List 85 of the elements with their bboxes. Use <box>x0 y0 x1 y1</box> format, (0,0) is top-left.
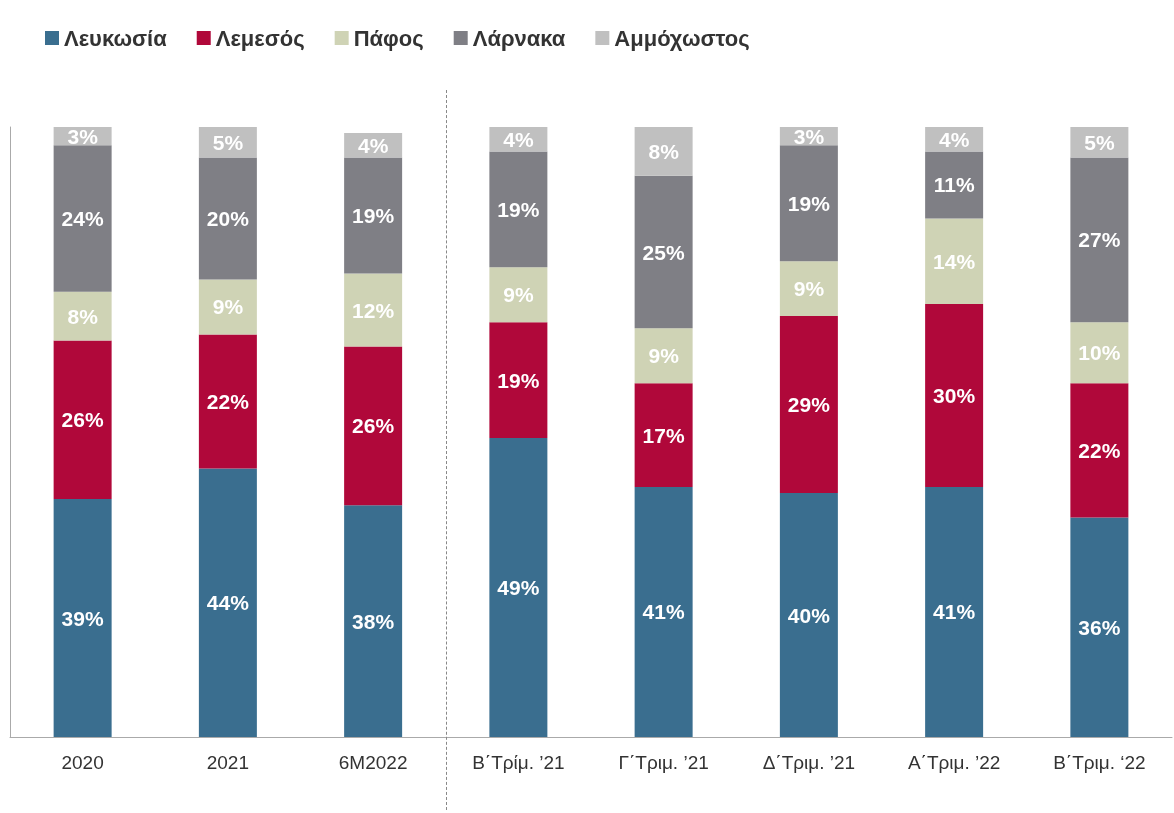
legend-label: Λεμεσός <box>215 25 305 51</box>
data-label: 3% <box>67 124 99 148</box>
bar <box>1070 383 1129 518</box>
legend-label: Λευκωσία <box>64 25 168 51</box>
data-label: 41% <box>933 600 976 624</box>
data-label: 20% <box>206 207 250 230</box>
data-label: 29% <box>787 393 831 417</box>
x-tick-label: 6M2022 <box>338 752 408 773</box>
bar <box>925 151 984 219</box>
data-label: 9% <box>648 344 680 368</box>
bar <box>1070 157 1129 323</box>
bar <box>53 291 112 341</box>
bar <box>634 383 693 487</box>
data-label: 8% <box>648 139 680 163</box>
bar <box>925 486 984 737</box>
bar <box>53 340 112 500</box>
bar <box>53 145 112 292</box>
bar <box>634 175 693 329</box>
data-label: 11% <box>933 173 975 197</box>
bar <box>634 486 693 737</box>
data-label: 25% <box>642 240 685 264</box>
bar <box>1070 322 1129 384</box>
legend-label: Αμμόχωστος <box>614 25 750 51</box>
bar <box>198 334 257 469</box>
bar <box>1070 517 1129 737</box>
x-tick-label: Β΄Τρίμ. ’21 <box>472 752 565 773</box>
data-label: 30% <box>933 383 976 407</box>
bar <box>344 505 403 737</box>
data-label: 5% <box>1084 130 1115 154</box>
bar <box>779 493 838 737</box>
bar <box>344 273 403 347</box>
x-tick-label: Α΄Τριμ. ’22 <box>907 752 1001 773</box>
data-label: 26% <box>352 414 395 438</box>
data-label: 4% <box>938 127 970 151</box>
data-label: 17% <box>642 423 685 447</box>
legend-label: Λάρνακα <box>472 25 566 51</box>
bar <box>779 261 838 317</box>
data-label: 41% <box>642 600 685 624</box>
data-label: 26% <box>61 408 104 432</box>
data-label: 9% <box>212 295 244 319</box>
data-label: 22% <box>206 390 250 413</box>
bar <box>53 499 112 737</box>
data-label: 27% <box>1078 228 1121 252</box>
data-label: 9% <box>793 277 825 301</box>
bar <box>925 303 984 487</box>
x-tick-label: Β΄Τριμ. ‘22 <box>1053 752 1146 773</box>
bar <box>634 127 693 176</box>
bar <box>489 267 548 323</box>
bar <box>198 157 257 280</box>
legend-label: Πάφος <box>353 25 424 51</box>
data-label: 39% <box>61 606 104 630</box>
bar <box>489 151 548 268</box>
data-label: 19% <box>787 191 831 215</box>
data-label: 24% <box>61 207 104 230</box>
data-label: 19% <box>497 197 540 221</box>
data-label: 8% <box>67 304 99 328</box>
x-tick-label: 2020 <box>61 752 104 773</box>
bar <box>344 346 403 506</box>
bar <box>634 328 693 384</box>
bar <box>344 157 403 274</box>
data-label: 14% <box>933 249 976 273</box>
data-label: 5% <box>212 130 244 154</box>
x-tick-label: Γ΄Τριμ. ’21 <box>618 752 709 773</box>
bar <box>489 438 548 737</box>
bar <box>779 145 838 262</box>
bar <box>779 316 838 493</box>
data-label: 19% <box>352 203 395 227</box>
x-tick-label: Δ΄Τριμ. ’21 <box>762 752 856 773</box>
data-label: 38% <box>352 609 395 633</box>
data-label: 19% <box>497 368 540 392</box>
data-label: 36% <box>1078 615 1121 639</box>
data-label: 40% <box>787 603 831 627</box>
bar <box>198 468 257 737</box>
data-label: 4% <box>357 133 389 157</box>
data-label: 49% <box>497 576 540 600</box>
data-label: 10% <box>1078 341 1121 365</box>
data-label: 22% <box>1078 438 1121 462</box>
bar <box>925 218 984 304</box>
data-label: 3% <box>793 124 825 148</box>
data-label: 44% <box>206 591 250 615</box>
x-tick-label: 2021 <box>206 752 250 773</box>
data-label: 9% <box>503 283 534 307</box>
data-label: 4% <box>503 127 534 151</box>
data-label: 12% <box>352 298 395 322</box>
bar <box>489 322 548 439</box>
